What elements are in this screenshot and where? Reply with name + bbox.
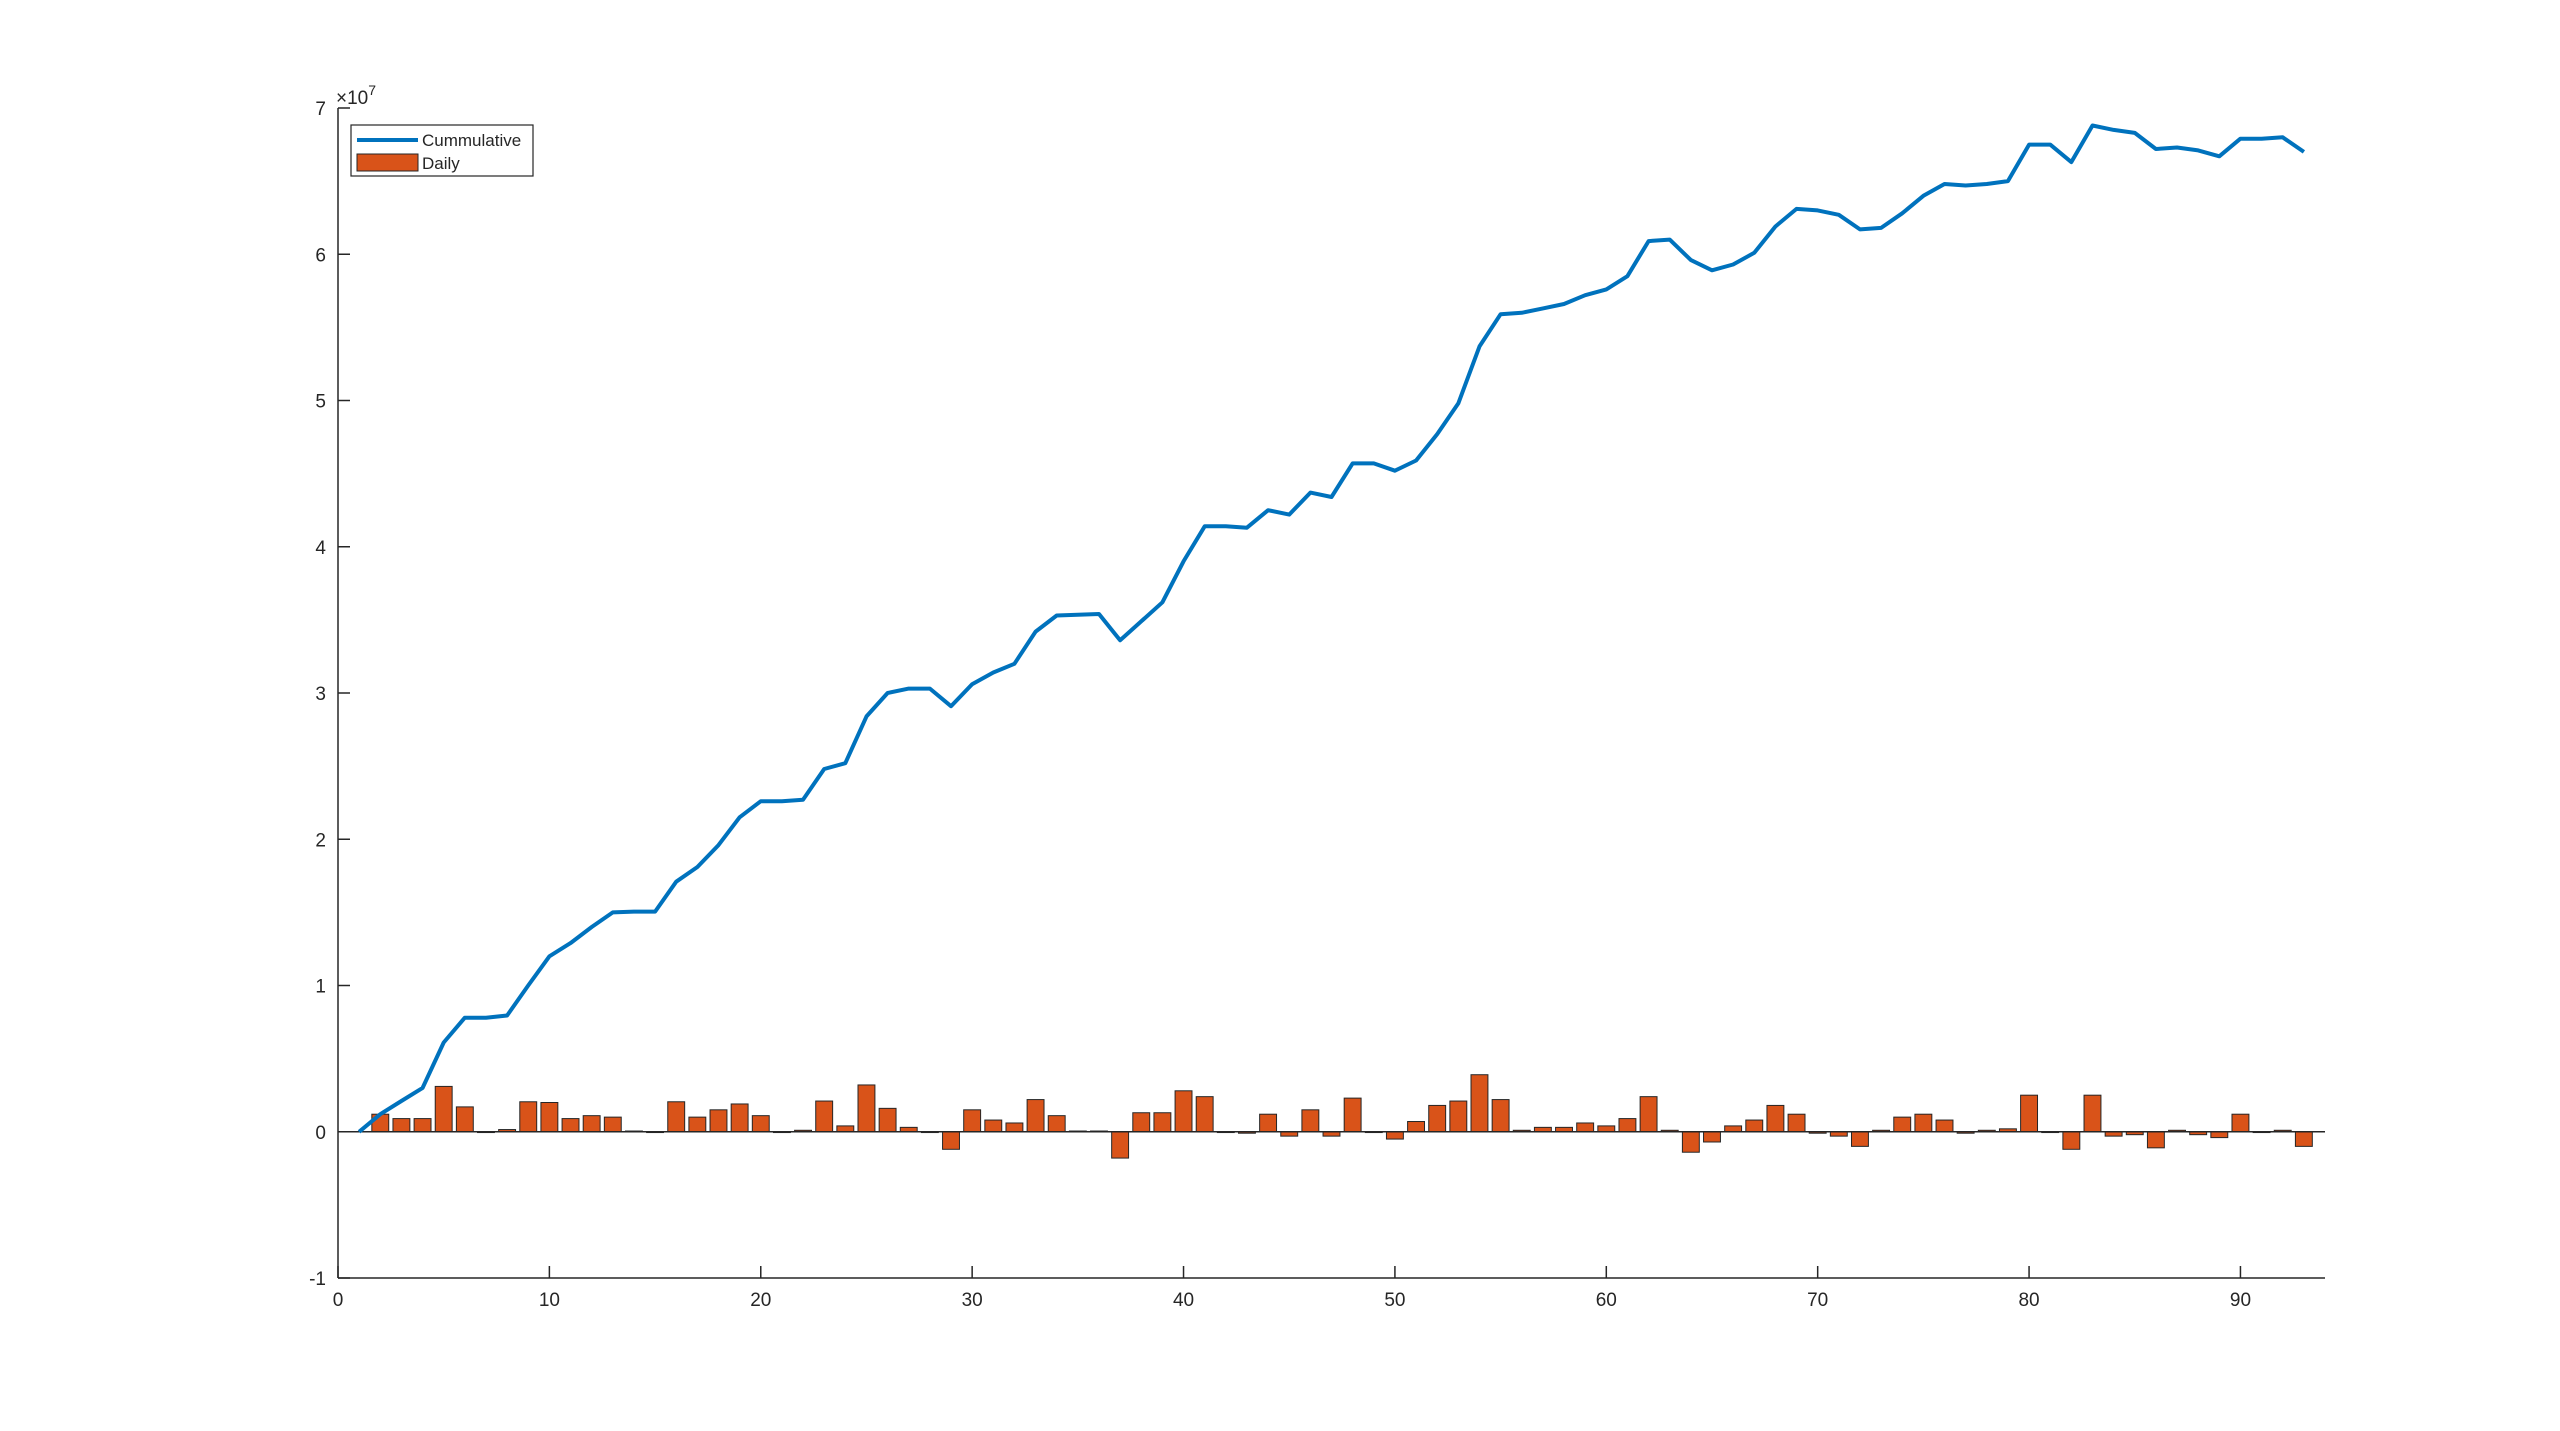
daily-bar [1111, 1131, 1130, 1159]
y-tick-label: 0 [315, 1123, 326, 1144]
daily-bar [1132, 1112, 1151, 1133]
x-tick-label: 0 [333, 1290, 344, 1311]
y-tick-label: 6 [315, 245, 326, 266]
y-tick-label: 2 [315, 830, 326, 851]
x-axis-ticks: 0 10 20 30 40 50 60 70 80 90 [333, 1266, 2251, 1311]
daily-bar [1259, 1113, 1278, 1133]
daily-bar [1343, 1097, 1362, 1133]
daily-bar [878, 1107, 897, 1133]
daily-bar [1618, 1118, 1637, 1133]
y-tick-label: 1 [315, 977, 326, 998]
daily-bar [1576, 1122, 1595, 1133]
daily-bar [1893, 1116, 1912, 1133]
daily-bar [857, 1084, 876, 1133]
cumulative-line [357, 123, 2306, 1134]
daily-bar [540, 1102, 559, 1133]
daily-bar [942, 1131, 960, 1150]
daily-bar [561, 1118, 580, 1133]
daily-bar [2146, 1131, 2165, 1149]
axes: 0 10 20 30 40 50 60 70 80 90 -1 0 1 2 3 4 5 6 7 ×107 [309, 82, 2325, 1311]
daily-bar [1681, 1131, 1700, 1153]
daily-bar [1639, 1096, 1658, 1133]
x-tick-label: 90 [2230, 1290, 2251, 1311]
y-axis-ticks: -1 0 1 2 3 4 5 6 7 [309, 99, 350, 1290]
daily-bar [1428, 1104, 1447, 1133]
daily-bar [815, 1100, 834, 1133]
x-tick-label: 10 [539, 1290, 560, 1311]
x-tick-label: 20 [750, 1290, 771, 1311]
daily-bar [2083, 1094, 2102, 1133]
daily-bar [751, 1115, 770, 1133]
daily-bar [1724, 1125, 1743, 1133]
y-tick-label: 5 [315, 392, 326, 413]
daily-bar [1491, 1099, 1510, 1133]
daily-bar [1703, 1131, 1721, 1143]
daily-bar [1005, 1122, 1024, 1133]
daily-bar [1153, 1112, 1172, 1133]
daily-bar [730, 1103, 749, 1133]
legend-swatch-daily [356, 153, 419, 172]
daily-bar [519, 1101, 538, 1133]
y-tick-label: 7 [315, 99, 326, 120]
daily-bar [836, 1125, 855, 1133]
daily-bar [2062, 1131, 2081, 1150]
daily-bar [1766, 1104, 1785, 1133]
daily-bar [963, 1109, 982, 1133]
daily-bar [2294, 1131, 2313, 1147]
daily-bar [455, 1106, 474, 1133]
legend-label-daily: Daily [422, 154, 460, 173]
daily-bar [2020, 1094, 2039, 1133]
x-tick-label: 80 [2018, 1290, 2039, 1311]
daily-bar [434, 1085, 453, 1133]
x-tick-label: 70 [1807, 1290, 1828, 1311]
x-tick-label: 40 [1173, 1290, 1194, 1311]
legend-label-cumulative: Cummulative [422, 131, 521, 150]
daily-bar [667, 1101, 686, 1133]
daily-bars [371, 1074, 2313, 1159]
daily-bar [392, 1118, 411, 1133]
y-exponent-label: ×107 [336, 82, 376, 109]
daily-bar [1914, 1113, 1933, 1133]
daily-bar [1745, 1119, 1764, 1133]
daily-bar [709, 1109, 728, 1133]
daily-bar [2231, 1113, 2250, 1133]
daily-bar [2210, 1131, 2229, 1139]
daily-bar [603, 1116, 622, 1133]
x-tick-label: 50 [1384, 1290, 1405, 1311]
daily-bar [688, 1116, 707, 1133]
daily-bar [1195, 1096, 1214, 1133]
y-tick-label: -1 [309, 1269, 326, 1290]
daily-bar [1787, 1113, 1806, 1133]
daily-bar [1470, 1074, 1489, 1133]
y-tick-label: 3 [315, 684, 326, 705]
daily-bar [1407, 1121, 1426, 1133]
daily-bar [413, 1118, 432, 1133]
daily-bar [1047, 1115, 1066, 1133]
x-tick-label: 60 [1596, 1290, 1617, 1311]
daily-bar [1026, 1099, 1045, 1133]
daily-bar [1301, 1109, 1320, 1133]
daily-bar [1174, 1090, 1193, 1133]
legend: Cummulative Daily [350, 124, 534, 177]
daily-bar [582, 1115, 601, 1133]
y-tick-label: 4 [315, 538, 326, 559]
daily-bar [1935, 1119, 1954, 1133]
daily-bar [984, 1119, 1003, 1133]
daily-bar [1385, 1131, 1404, 1140]
daily-bar [1597, 1125, 1616, 1133]
plot-area [338, 123, 2325, 1159]
daily-bar [1851, 1131, 1869, 1147]
daily-bar [1449, 1100, 1468, 1133]
x-tick-label: 30 [962, 1290, 983, 1311]
